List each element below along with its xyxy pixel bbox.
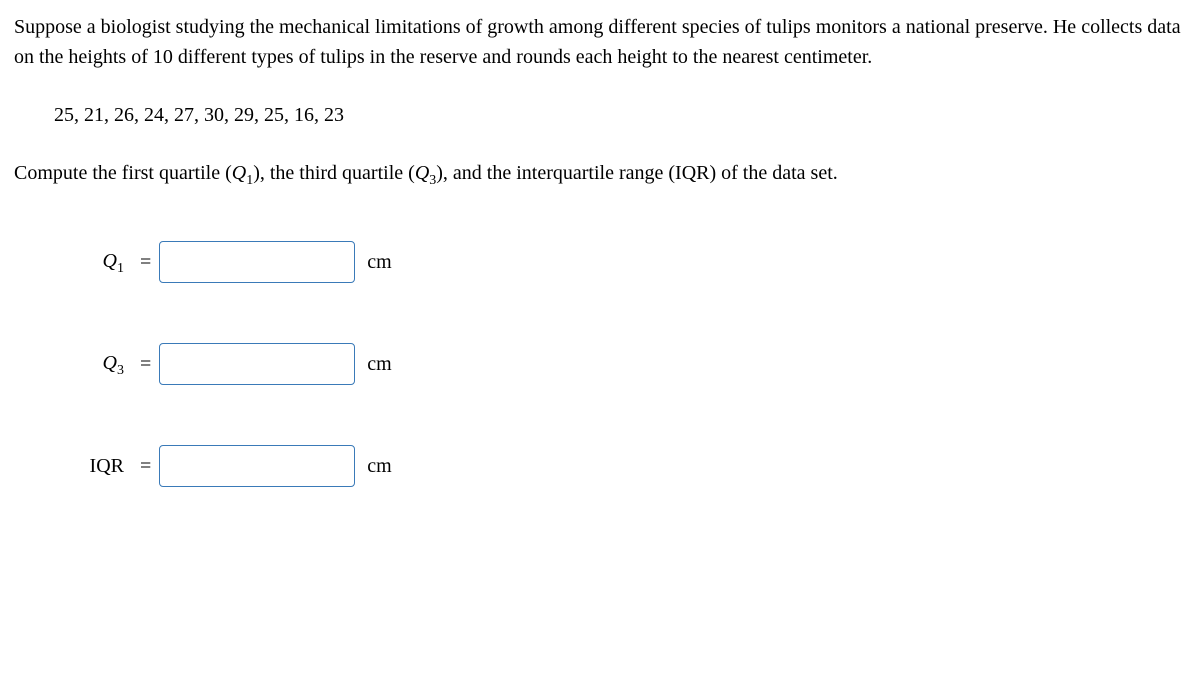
q1-symbol-inline: Q (232, 162, 246, 184)
data-values: 25, 21, 26, 24, 27, 30, 29, 25, 16, 23 (54, 100, 1186, 130)
instruction-post: ), and the interquartile range (IQR) of … (436, 162, 838, 184)
q1-answer-row: Q1 = cm (64, 241, 1186, 283)
instruction-pre: Compute the first quartile ( (14, 162, 232, 184)
q1-equals: = (140, 247, 151, 277)
problem-statement: Suppose a biologist studying the mechani… (14, 12, 1186, 72)
instruction-mid1: ), the third quartile ( (253, 162, 415, 184)
iqr-input[interactable] (159, 445, 355, 487)
q3-answer-row: Q3 = cm (64, 343, 1186, 385)
q1-symbol: Q (103, 250, 117, 272)
iqr-answer-row: IQR = cm (64, 445, 1186, 487)
q1-label: Q1 (64, 246, 124, 279)
q3-symbol: Q (103, 352, 117, 374)
iqr-unit: cm (367, 451, 391, 481)
q3-input[interactable] (159, 343, 355, 385)
q1-input[interactable] (159, 241, 355, 283)
iqr-label: IQR (64, 451, 124, 481)
q3-label: Q3 (64, 348, 124, 381)
compute-instruction: Compute the first quartile (Q1), the thi… (14, 158, 1186, 191)
q3-symbol-inline: Q (415, 162, 429, 184)
q1-unit: cm (367, 247, 391, 277)
iqr-equals: = (140, 451, 151, 481)
q1-subscript: 1 (117, 261, 124, 276)
q3-unit: cm (367, 349, 391, 379)
q3-equals: = (140, 349, 151, 379)
q3-subscript: 3 (117, 363, 124, 378)
